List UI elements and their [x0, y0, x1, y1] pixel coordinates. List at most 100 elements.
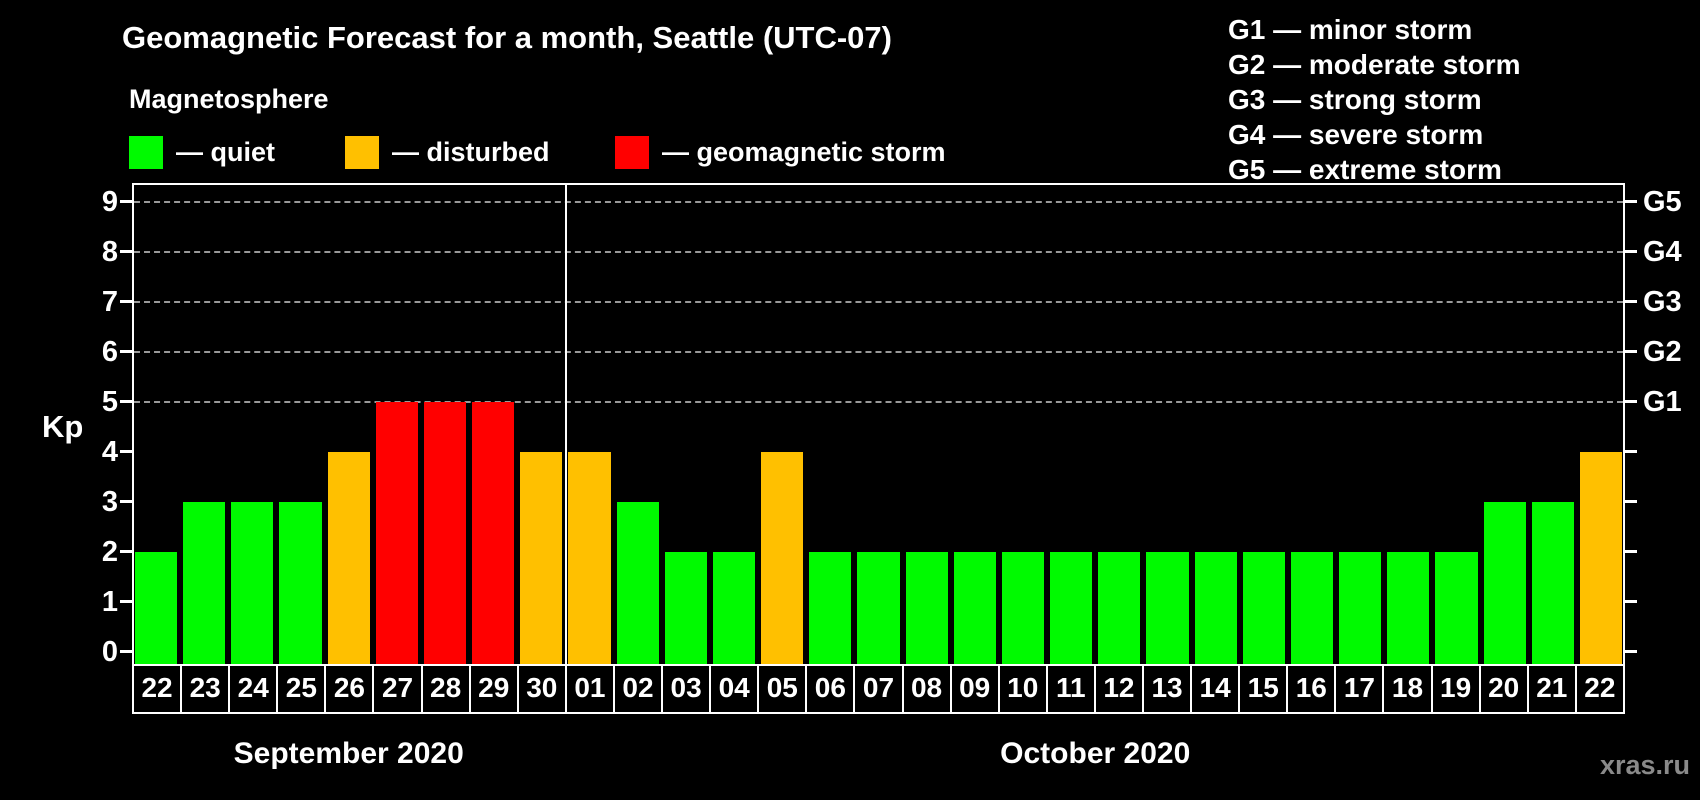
kp-bar [423, 402, 467, 664]
day-label: 11 [1048, 666, 1096, 712]
magnetosphere-label: Magnetosphere [129, 84, 329, 114]
kp-axis-tick [120, 500, 132, 503]
day-label: 07 [855, 666, 904, 712]
g-axis-tick [1625, 350, 1637, 353]
g-legend-line: G3 — strong storm [1228, 84, 1482, 115]
day-label: 22 [1584, 672, 1616, 703]
g-axis-tick [1625, 250, 1637, 253]
legend-swatch-quiet [129, 135, 163, 169]
kp-bar [953, 552, 996, 664]
kp-axis-tick [120, 200, 132, 203]
kp-bar [375, 402, 418, 664]
day-label: 28 [423, 666, 471, 712]
kp-bar [1146, 552, 1189, 664]
kp-bar [1435, 552, 1478, 664]
day-label: 15 [1240, 666, 1289, 712]
kp-bar [1242, 552, 1285, 664]
day-label: 24 [230, 666, 279, 712]
kp-bar [664, 552, 707, 664]
kp-bar [905, 552, 948, 664]
day-label: 09 [952, 666, 1000, 712]
month-label: October 2020 [1000, 737, 1191, 770]
kp-bar [1579, 452, 1622, 664]
kp-axis-tick [120, 450, 132, 453]
day-label: 02 [615, 666, 664, 712]
day-label: 21 [1529, 666, 1577, 712]
month-label: September 2020 [233, 737, 464, 770]
kp-bar [1483, 502, 1526, 664]
kp-bar [1050, 552, 1093, 664]
g-axis-tick [1625, 200, 1637, 203]
day-label: 17 [1336, 666, 1385, 712]
legend-label: — quiet [176, 136, 275, 167]
g-scale-label: G2 [1643, 336, 1682, 368]
kp-axis-tick [120, 600, 132, 603]
kp-tick-label: 2 [101, 536, 118, 568]
kp-gridline [134, 301, 1623, 303]
day-label: 27 [374, 666, 423, 712]
kp-bar [1387, 552, 1430, 664]
day-label: 14 [1192, 666, 1241, 712]
kp-bar [1290, 552, 1334, 664]
g-axis-tick [1625, 300, 1637, 303]
g-axis-tick [1625, 500, 1637, 503]
kp-bar [1001, 552, 1045, 664]
g-axis-tick [1625, 450, 1637, 453]
day-label: 22 [134, 666, 183, 712]
g-axis-tick [1625, 600, 1637, 603]
g-scale-label: G5 [1643, 186, 1682, 218]
kp-tick-label: 4 [101, 436, 118, 468]
day-label: 10 [1000, 666, 1048, 712]
legend-item-storm: — geomagnetic storm [615, 135, 946, 169]
day-label: 18 [1384, 666, 1433, 712]
day-label: 19 [1433, 666, 1481, 712]
kp-tick-label: 0 [101, 636, 118, 668]
kp-tick-label: 8 [101, 236, 118, 268]
kp-axis-tick [120, 650, 132, 653]
kp-bar [712, 552, 756, 664]
kp-bar [231, 502, 274, 664]
kp-tick-label: 9 [101, 186, 118, 218]
kp-axis-tick [120, 250, 132, 253]
kp-tick-label: 6 [101, 336, 118, 368]
day-label: 20 [1481, 666, 1529, 712]
kp-axis-tick [120, 300, 132, 303]
g-scale-label: G4 [1643, 236, 1682, 268]
kp-bar [1194, 552, 1237, 664]
kp-axis-title: Kp [42, 409, 84, 444]
kp-bar [809, 552, 852, 664]
kp-bar [327, 452, 370, 664]
g-scale-label: G1 [1643, 386, 1682, 418]
kp-bar [616, 502, 659, 664]
kp-tick-label: 5 [101, 386, 118, 418]
legend-label: — geomagnetic storm [662, 136, 946, 167]
g-legend-line: G1 — minor storm [1228, 14, 1473, 45]
kp-bar [1339, 552, 1382, 664]
kp-bar [183, 502, 226, 664]
g-axis-tick [1625, 400, 1637, 403]
legend-item-disturbed: — disturbed [345, 135, 550, 169]
g-legend-line: G4 — severe storm [1228, 119, 1484, 150]
kp-bar [568, 452, 611, 664]
g-scale-legend: G1 — minor storm G2 — moderate storm G3 — … [1228, 12, 1521, 187]
g-legend-line: G5 — extreme storm [1228, 154, 1502, 185]
kp-axis-tick [120, 400, 132, 403]
kp-bar [857, 552, 900, 664]
day-label: 05 [759, 666, 808, 712]
month-separator-line [565, 185, 568, 664]
kp-bar [1531, 502, 1574, 664]
day-label: 25 [278, 666, 327, 712]
day-label: 04 [711, 666, 760, 712]
g-axis-tick [1625, 550, 1637, 553]
watermark: xras.ru [1599, 750, 1690, 780]
kp-bar [520, 452, 563, 664]
legend-swatch-disturbed [345, 135, 379, 169]
day-label: 06 [807, 666, 856, 712]
kp-tick-label: 7 [101, 286, 118, 318]
day-label: 26 [326, 666, 375, 712]
kp-gridline [134, 251, 1623, 253]
g-axis-tick [1625, 650, 1637, 653]
day-labels-row: 22 23 24 25 26 27 28 29 30 01 02 03 04 05 06 07 08 09 10 11… [132, 664, 1625, 714]
kp-gridline [134, 351, 1623, 353]
day-label: 13 [1144, 666, 1193, 712]
